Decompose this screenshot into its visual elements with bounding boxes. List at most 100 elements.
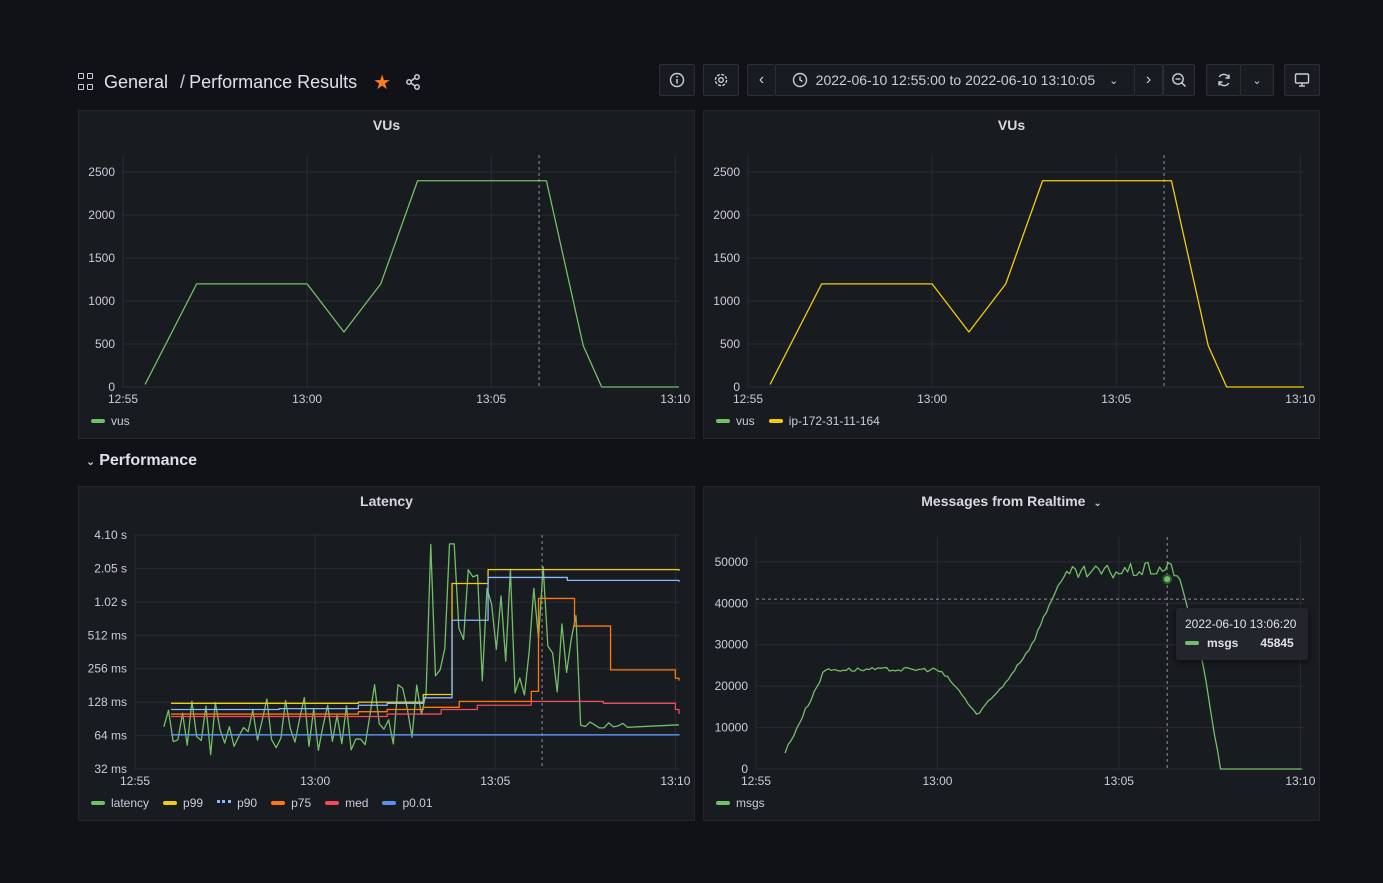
legend: msgs <box>716 796 765 810</box>
y-tick-label: 30000 <box>715 638 749 652</box>
legend-item-latency[interactable]: latency <box>91 796 149 810</box>
row-title: Performance <box>99 452 198 469</box>
x-tick-label: 13:05 <box>1104 774 1134 788</box>
time-range-picker[interactable]: 2022-06-10 12:55:00 to 2022-06-10 13:10:… <box>775 64 1135 96</box>
y-tick-label: 1500 <box>88 251 115 265</box>
y-tick-label: 256 ms <box>88 662 127 676</box>
breadcrumb-folder[interactable]: General <box>104 71 169 92</box>
dashboards-grid-icon[interactable] <box>78 73 96 91</box>
x-tick-label: 12:55 <box>120 774 150 788</box>
refresh-icon <box>1217 73 1230 87</box>
y-tick-label: 64 ms <box>94 729 127 743</box>
x-tick-label: 13:10 <box>1285 774 1315 788</box>
y-tick-label: 0 <box>741 762 748 776</box>
dashboard-info-button[interactable] <box>659 64 695 96</box>
legend-item-med[interactable]: med <box>325 796 368 810</box>
legend-item-msgs[interactable]: msgs <box>716 796 765 810</box>
y-tick-label: 2.05 s <box>94 561 127 575</box>
breadcrumb-separator: / <box>180 71 186 92</box>
x-tick-label: 13:00 <box>292 392 322 406</box>
chevron-down-icon: ⌄ <box>1109 74 1119 87</box>
vus-chart-left[interactable]: 0 500 1000 1500 2000 2500 12:55 13:00 13:05 13:10 <box>79 111 696 440</box>
x-tick-label: 13:05 <box>476 392 506 406</box>
tooltip-series-name: msgs <box>1207 636 1239 650</box>
series-line-msgs <box>784 561 1302 770</box>
time-shift-back-button[interactable]: ‹ <box>747 64 775 96</box>
row-performance[interactable]: ⌄ Performance <box>86 452 197 470</box>
y-tick-label: 2000 <box>713 208 740 222</box>
tooltip-series-row: msgs 45845 <box>1185 636 1294 650</box>
panel-title[interactable]: Latency <box>360 493 413 509</box>
refresh-interval-dropdown[interactable]: ⌄ <box>1240 64 1274 96</box>
hover-point <box>1162 574 1173 585</box>
y-tick-label: 0 <box>108 380 115 394</box>
zoom-out-icon <box>1172 73 1187 88</box>
x-tick-label: 12:55 <box>108 392 138 406</box>
breadcrumb: General / Performance Results ★ <box>78 64 421 100</box>
zoom-out-button[interactable] <box>1163 64 1195 96</box>
legend: vus <box>91 414 130 428</box>
x-tick-label: 12:55 <box>741 774 771 788</box>
star-icon[interactable]: ★ <box>373 71 392 94</box>
graph-tooltip: 2022-06-10 13:06:20 msgs 45845 <box>1176 608 1308 660</box>
x-tick-label: 13:00 <box>922 774 952 788</box>
refresh-button[interactable] <box>1206 64 1240 96</box>
y-tick-label: 1000 <box>88 294 115 308</box>
dashboard-settings-button[interactable] <box>703 64 739 96</box>
legend-item-vus[interactable]: vus <box>91 414 130 428</box>
y-tick-label: 20000 <box>715 679 749 693</box>
panel-title: Messages from Realtime <box>921 493 1086 509</box>
tooltip-value: 45845 <box>1260 636 1294 650</box>
legend: vus ip-172-31-11-164 <box>716 414 880 428</box>
series-line-p75 <box>171 597 680 715</box>
legend-item-p99[interactable]: p99 <box>163 796 203 810</box>
y-tick-label: 2000 <box>88 208 115 222</box>
y-tick-label: 1000 <box>713 294 740 308</box>
y-tick-label: 50000 <box>715 555 749 569</box>
x-tick-label: 13:05 <box>1101 392 1131 406</box>
series-line-p0.01 <box>171 734 680 736</box>
series-line-ip-172-31-11-164 <box>769 180 1304 388</box>
messages-chart[interactable]: 0 10000 20000 30000 40000 50000 12:55 13:00 13:0… <box>704 487 1321 822</box>
vus-panel-left: VUs 0 500 1000 1500 2000 2500 12:55 13:00 13:05 1… <box>78 110 695 439</box>
chevron-left-icon: ‹ <box>758 71 765 88</box>
y-tick-label: 1500 <box>713 251 740 265</box>
chevron-down-icon: ⌄ <box>1093 498 1102 509</box>
series-line-med <box>171 700 680 718</box>
y-tick-label: 1.02 s <box>94 595 127 609</box>
y-tick-label: 500 <box>95 337 115 351</box>
y-tick-label: 32 ms <box>94 762 127 776</box>
legend: latency p99 p90 p75 med p0.01 <box>91 796 433 810</box>
panel-title-menu[interactable]: Messages from Realtime ⌄ <box>704 493 1319 509</box>
latency-chart[interactable]: 32 ms 64 ms 128 ms 256 ms 512 ms 1.02 s 2.05 s… <box>79 487 696 822</box>
panel-title[interactable]: VUs <box>372 117 401 133</box>
x-tick-label: 13:10 <box>660 774 690 788</box>
x-tick-label: 13:10 <box>1285 392 1315 406</box>
gear-icon <box>714 73 728 87</box>
y-tick-label: 4.10 s <box>94 528 127 542</box>
chevron-down-icon: ⌄ <box>86 455 96 468</box>
legend-item-vus[interactable]: vus <box>716 414 755 428</box>
tv-mode-button[interactable] <box>1284 64 1320 96</box>
share-icon[interactable] <box>405 74 421 90</box>
tooltip-time: 2022-06-10 13:06:20 <box>1185 617 1297 631</box>
chevron-down-icon: ⌄ <box>1252 74 1262 87</box>
panel-title[interactable]: VUs <box>997 117 1026 133</box>
time-shift-forward-button[interactable]: › <box>1135 64 1163 96</box>
y-tick-label: 10000 <box>715 721 749 735</box>
page-title[interactable]: Performance Results <box>189 71 358 92</box>
legend-item-p001[interactable]: p0.01 <box>382 796 433 810</box>
y-tick-label: 0 <box>733 380 740 394</box>
legend-item-ip[interactable]: ip-172-31-11-164 <box>768 414 880 428</box>
vus-chart-right[interactable]: 0 500 1000 1500 2000 2500 12:55 13:00 13:05 13:10 <box>704 111 1321 440</box>
series-line-p99 <box>171 568 680 704</box>
y-tick-label: 128 ms <box>88 695 127 709</box>
legend-item-p90[interactable]: p90 <box>217 796 257 810</box>
info-icon <box>669 72 685 88</box>
vus-panel-right: VUs 0 500 1000 1500 2000 2500 12:55 13:00 13:05 1… <box>703 110 1320 439</box>
legend-item-p75[interactable]: p75 <box>271 796 311 810</box>
x-tick-label: 13:05 <box>480 774 510 788</box>
y-tick-label: 40000 <box>715 596 749 610</box>
x-tick-label: 13:00 <box>917 392 947 406</box>
x-tick-label: 13:10 <box>660 392 690 406</box>
